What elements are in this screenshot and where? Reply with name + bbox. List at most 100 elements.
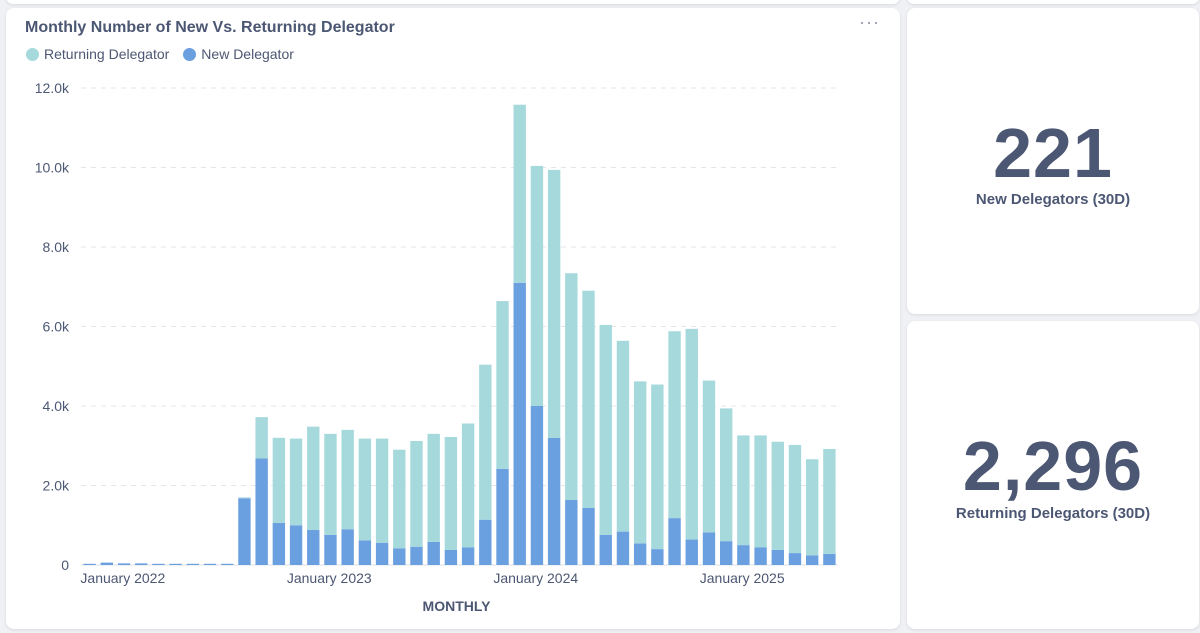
legend-item-new[interactable]: New Delegator xyxy=(183,46,294,62)
bar-new-delegator xyxy=(513,282,526,565)
y-tick-label: 8.0k xyxy=(43,239,70,255)
bar-new-delegator xyxy=(393,548,406,565)
bar-new-delegator xyxy=(599,534,612,565)
bar-new-delegator xyxy=(375,542,389,565)
kpi-returning-value: 2,296 xyxy=(962,427,1144,505)
x-tick-label: January 2025 xyxy=(700,570,785,586)
bar-new-delegator xyxy=(341,529,354,565)
ellipsis-icon[interactable]: ··· xyxy=(859,12,880,32)
bar-new-delegator xyxy=(255,458,268,565)
bar-returning-delegator xyxy=(633,381,647,544)
bar-new-delegator xyxy=(651,549,664,565)
bar-returning-delegator xyxy=(823,448,836,554)
y-tick-label: 2.0k xyxy=(43,478,70,494)
bar-new-delegator xyxy=(771,549,784,565)
bar-new-delegator xyxy=(754,547,767,565)
bar-new-delegator xyxy=(530,406,544,565)
bar-new-delegator xyxy=(427,541,440,565)
legend-item-returning[interactable]: Returning Delegator xyxy=(26,46,169,62)
bar-new-delegator xyxy=(169,563,182,565)
bar-returning-delegator xyxy=(737,435,750,546)
bar-returning-delegator xyxy=(444,437,458,550)
legend-label-returning: Returning Delegator xyxy=(44,46,170,62)
bar-returning-delegator xyxy=(479,364,492,520)
bar-returning-delegator xyxy=(272,437,286,523)
bar-new-delegator xyxy=(737,545,750,565)
bar-new-delegator xyxy=(83,563,96,565)
bar-returning-delegator xyxy=(754,435,767,548)
kpi-new-value: 221 xyxy=(993,114,1113,192)
bar-new-delegator xyxy=(633,543,647,565)
y-tick-label: 4.0k xyxy=(43,398,70,414)
bar-returning-delegator xyxy=(496,301,509,469)
x-tick-label: January 2024 xyxy=(493,570,578,586)
bar-returning-delegator xyxy=(547,169,561,438)
bar-new-delegator xyxy=(702,532,716,565)
legend-dot-new xyxy=(183,47,197,61)
kpi-card-new-delegators: 221 New Delegators (30D) xyxy=(907,8,1199,314)
bar-returning-delegator xyxy=(341,429,354,530)
bar-new-delegator xyxy=(805,555,819,565)
bar-chart: 0 2.0k 4.0k 6.0k 8.0k 10.0k 12.0k January 2022 J… xyxy=(35,80,838,614)
bar-new-delegator xyxy=(410,546,423,565)
top-card-edge-right xyxy=(907,0,1199,4)
bar-returning-delegator xyxy=(375,438,389,543)
y-tick-label: 0 xyxy=(61,557,69,573)
bar-new-delegator xyxy=(823,553,836,565)
bar-new-delegator xyxy=(358,540,372,565)
bar-new-delegator xyxy=(788,553,802,565)
top-card-edge-left xyxy=(6,0,900,4)
bar-new-delegator xyxy=(238,498,251,565)
y-tick-label: 6.0k xyxy=(43,319,70,335)
bar-new-delegator xyxy=(479,519,492,565)
bar-new-delegator xyxy=(496,468,509,565)
bar-returning-delegator xyxy=(565,273,578,500)
bar-returning-delegator xyxy=(289,438,303,526)
bar-new-delegator xyxy=(668,518,681,565)
bar-new-delegator xyxy=(100,562,114,565)
bar-new-delegator xyxy=(186,563,200,565)
bar-new-delegator xyxy=(685,539,698,565)
bar-new-delegator xyxy=(616,531,630,565)
bar-returning-delegator xyxy=(238,497,251,499)
kpi-returning-label: Returning Delegators (30D) xyxy=(955,505,1151,522)
y-tick-label: 12.0k xyxy=(35,80,70,96)
bar-new-delegator xyxy=(117,563,131,565)
bar-new-delegator xyxy=(135,563,148,565)
bar-new-delegator xyxy=(547,437,561,565)
bar-new-delegator xyxy=(582,507,595,565)
x-tick-label: January 2022 xyxy=(80,570,165,586)
bar-new-delegator xyxy=(324,534,337,565)
bar-returning-delegator xyxy=(719,408,733,542)
bar-new-delegator xyxy=(307,530,320,565)
bar-returning-delegator xyxy=(702,380,716,533)
bar-returning-delegator xyxy=(788,444,802,554)
bar-returning-delegator xyxy=(805,459,819,556)
bar-returning-delegator xyxy=(393,449,406,549)
bar-returning-delegator xyxy=(530,165,544,406)
x-axis-title: MONTHLY xyxy=(423,598,492,614)
kpi-new-label: New Delegators (30D) xyxy=(975,191,1131,208)
bar-returning-delegator xyxy=(324,433,337,535)
bar-returning-delegator xyxy=(513,104,526,283)
bar-new-delegator xyxy=(203,563,217,565)
bar-new-delegator xyxy=(461,547,475,565)
chart-card: Monthly Number of New Vs. Returning Dele… xyxy=(6,8,900,629)
bar-returning-delegator xyxy=(771,441,784,550)
bar-returning-delegator xyxy=(255,417,268,459)
legend-dot-returning xyxy=(26,47,39,61)
bar-new-delegator xyxy=(719,541,733,565)
chart-legend: Returning Delegator New Delegator xyxy=(26,46,294,62)
bar-returning-delegator xyxy=(582,290,595,508)
bar-new-delegator xyxy=(221,563,234,565)
bar-returning-delegator xyxy=(651,384,664,550)
bar-returning-delegator xyxy=(599,324,612,535)
chart-title: Monthly Number of New Vs. Returning Dele… xyxy=(25,19,395,36)
bar-returning-delegator xyxy=(410,440,423,547)
bar-returning-delegator xyxy=(685,328,698,540)
bar-new-delegator xyxy=(152,563,165,565)
bar-returning-delegator xyxy=(668,331,681,519)
x-tick-label: January 2023 xyxy=(287,570,372,586)
bar-new-delegator xyxy=(289,525,303,565)
bar-new-delegator xyxy=(565,499,578,565)
